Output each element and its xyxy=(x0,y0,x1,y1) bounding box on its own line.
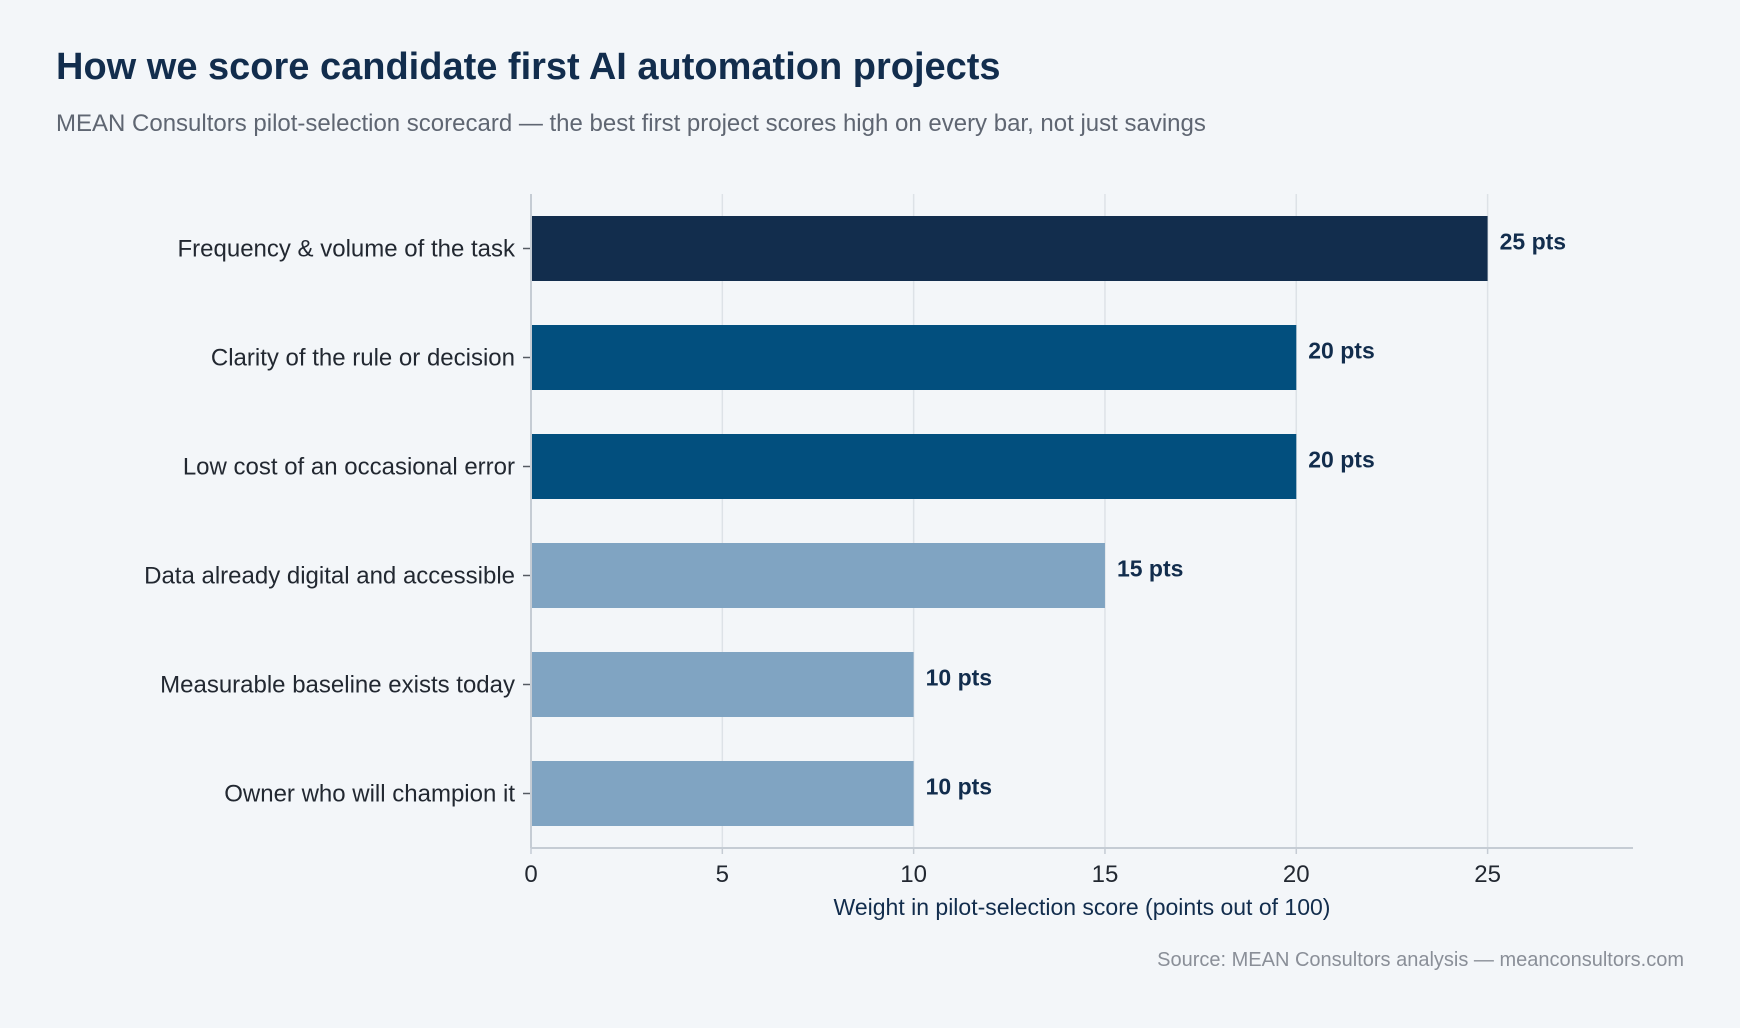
bar xyxy=(531,434,1297,499)
axes: 0 5 10 15 20 25 Weight in pilot-selection scor… xyxy=(523,194,1633,920)
x-tick-label: 5 xyxy=(716,861,729,888)
bar xyxy=(531,761,914,826)
x-tick-label: 15 xyxy=(1092,861,1119,888)
bar xyxy=(531,652,914,717)
x-tick-label: 0 xyxy=(524,861,537,888)
category-label: Measurable baseline exists today xyxy=(160,672,515,699)
source-note: Source: MEAN Consultors analysis — meanc… xyxy=(1157,949,1684,971)
category-label: Clarity of the rule or decision xyxy=(211,345,515,372)
category-label: Data already digital and accessible xyxy=(144,563,515,590)
value-label: 20 pts xyxy=(1308,447,1374,473)
category-label: Owner who will champion it xyxy=(224,781,515,808)
x-tick-label: 10 xyxy=(900,861,927,888)
labels: Frequency & volume of the task 25 pts Clar… xyxy=(144,229,1566,808)
x-tick-label: 25 xyxy=(1474,861,1501,888)
bar xyxy=(531,325,1297,390)
x-tick-label: 20 xyxy=(1283,861,1310,888)
x-axis-title: Weight in pilot-selection score (points … xyxy=(834,894,1331,920)
value-label: 25 pts xyxy=(1500,229,1566,255)
value-label: 10 pts xyxy=(926,774,992,800)
category-label: Frequency & volume of the task xyxy=(178,236,517,263)
chart-title: How we score candidate first AI automati… xyxy=(56,46,1001,88)
value-label: 10 pts xyxy=(926,665,992,691)
value-label: 15 pts xyxy=(1117,556,1183,582)
value-label: 20 pts xyxy=(1308,338,1374,364)
gridlines xyxy=(530,194,1489,848)
bar xyxy=(531,543,1105,608)
chart-subtitle: MEAN Consultors pilot-selection scorecar… xyxy=(56,110,1206,137)
category-label: Low cost of an occasional error xyxy=(183,454,515,481)
bar xyxy=(531,216,1488,281)
bars xyxy=(531,216,1488,826)
